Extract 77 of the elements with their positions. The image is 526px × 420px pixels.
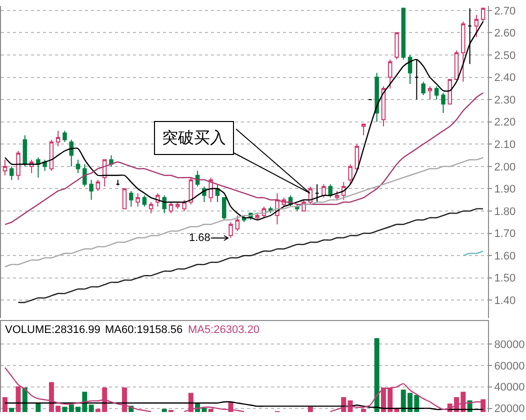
candlestick [136,192,140,208]
candlestick [454,50,459,80]
candlestick [421,81,426,96]
y-tick-label: 20000 [494,403,525,416]
candlestick [10,166,14,180]
y-tick-label: 40000 [494,382,525,394]
y-tick-label: 1.40 [494,295,516,308]
y-tick-label: 1.80 [494,206,516,218]
line-series [4,156,484,268]
candlestick [314,184,320,203]
y-tick-label: 1.90 [494,184,516,196]
candlestick [361,124,366,136]
candlestick [235,214,240,232]
candlestick [322,184,326,198]
candlestick [394,32,399,60]
y-tick-label: 2.70 [494,5,516,18]
candlestick [49,139,54,172]
y-tick-label: 2.20 [494,116,516,129]
y-tick-label: 80000 [494,338,525,351]
candlestick [414,58,419,100]
y-tick-label: 1.60 [494,250,516,262]
candlestick [82,164,87,188]
candlestick [142,194,147,208]
candlestick [474,14,479,38]
candlestick [129,190,134,208]
candlestick [176,202,180,210]
line-series [4,92,484,225]
candlestick [56,130,60,147]
candlestick [162,194,166,214]
y-tick-label: 1.70 [494,228,516,240]
y-tick-label: 2.10 [494,139,516,152]
candlestick [22,134,28,167]
candlestick [374,72,379,122]
candlestick [222,197,226,220]
y-tick-label: 2.60 [494,28,516,40]
candlestick [381,86,386,127]
candlestick [62,130,67,142]
candlestick [255,212,260,220]
candlestick [96,179,100,192]
candlestick [428,86,432,100]
candlestick [148,202,154,214]
candlestick [36,157,40,178]
y-tick-label: 2.40 [494,72,516,84]
y-tick-label: 1.50 [494,272,516,285]
candlestick [328,184,332,198]
candlestick [441,92,446,114]
y-tick-label: 2.30 [494,94,516,106]
y-tick-label: 2.50 [494,50,516,62]
candlestick [42,159,47,172]
candlestick [388,58,392,89]
candlestick [408,54,412,84]
candlestick [76,159,80,174]
y-tick-label: 60000 [494,360,525,372]
candlestick [348,164,352,185]
candlestick [228,222,233,238]
candlestick [480,8,486,22]
candlestick [215,184,220,203]
annotation: VOLUME:28316.99 [5,324,100,336]
annotation: 突破买入 [162,129,226,147]
candlestick [16,150,20,180]
text: MA60:19158.56 [105,324,183,336]
candlestick [434,86,439,100]
candlestick [122,188,127,210]
candlestick [182,199,186,212]
candlestick [89,179,94,200]
line-series [4,401,484,410]
candlestick [168,202,174,214]
annotation: 1.68 [189,232,210,244]
candlestick [116,179,120,186]
candlestick [461,21,466,82]
line-series [18,208,484,304]
y-tick-label: 2.00 [494,161,516,174]
candlestick [334,190,340,200]
candlestick [69,139,74,167]
candlestick [401,8,406,60]
candlestick [2,159,8,176]
text: MA5:26303.20 [188,324,260,336]
